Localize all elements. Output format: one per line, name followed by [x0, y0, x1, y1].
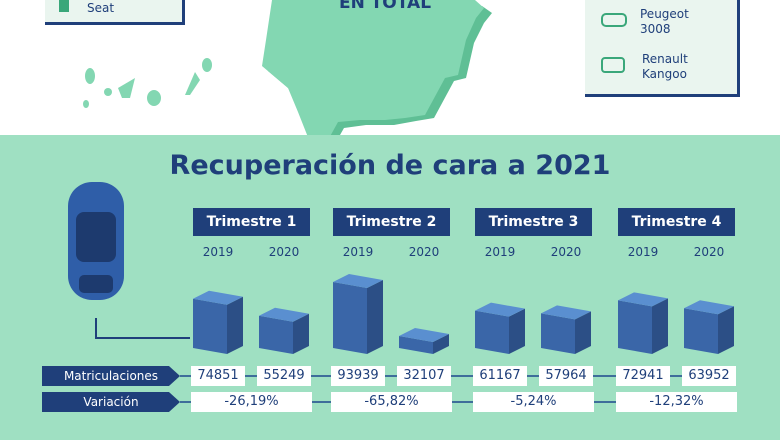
bar-2020-q4 [684, 300, 734, 354]
spain-map: EN TOTAL [83, 0, 492, 135]
registrations-value: 72941 [616, 366, 670, 386]
year-label: 2020 [268, 245, 300, 259]
registrations-value: 32107 [397, 366, 451, 386]
bar-2020-q1 [259, 307, 309, 354]
year-label: 2020 [408, 245, 440, 259]
row-connector [180, 375, 735, 377]
car-icon [601, 13, 627, 27]
bar-2019-q2 [333, 274, 383, 354]
registrations-value: 61167 [473, 366, 527, 386]
row-connector [180, 401, 735, 403]
variation-value: -5,24% [473, 392, 594, 412]
quarter-label-2: Trimestre 2 [333, 208, 450, 236]
registrations-value: 74851 [191, 366, 245, 386]
registrations-label: Matriculaciones [42, 366, 180, 386]
registrations-value: 55249 [257, 366, 311, 386]
year-label: 2020 [693, 245, 725, 259]
canary-islands [83, 58, 212, 108]
chart-title: Recuperación de cara a 2021 [169, 150, 611, 181]
bar-2020-q2 [399, 327, 449, 354]
variation-value: -26,19% [191, 392, 312, 412]
year-label: 2019 [202, 245, 234, 259]
brand-card-right: Peugeot 3008 Renault Kangoo [585, 0, 740, 97]
seat-icon [59, 0, 69, 12]
brand-renault: Renault Kangoo [642, 52, 688, 81]
bar-2019-q4 [618, 292, 668, 354]
car-illustration [68, 182, 190, 339]
variation-value: -65,82% [331, 392, 452, 412]
map-total-text: EN TOTAL [339, 0, 431, 13]
mainland-map [262, 0, 484, 135]
bar-2019-q1 [193, 290, 243, 354]
quarter-label-1: Trimestre 1 [193, 208, 310, 236]
year-label: 2020 [550, 245, 582, 259]
brand-seat: Seat [87, 1, 115, 15]
bar-2019-q3 [475, 302, 525, 354]
chart-panel [0, 135, 780, 440]
registrations-value: 93939 [331, 366, 385, 386]
year-label: 2019 [342, 245, 374, 259]
quarter-label-4: Trimestre 4 [618, 208, 735, 236]
variation-value: -12,32% [616, 392, 737, 412]
bar-2020-q3 [541, 305, 591, 354]
brand-card-left: Seat [45, 0, 185, 25]
registrations-value: 63952 [682, 366, 736, 386]
van-icon [601, 57, 625, 73]
quarter-label-3: Trimestre 3 [475, 208, 592, 236]
brand-peugeot: Peugeot 3008 [640, 7, 689, 36]
year-label: 2019 [627, 245, 659, 259]
variation-label: Variación [42, 392, 180, 412]
year-label: 2019 [484, 245, 516, 259]
registrations-value: 57964 [539, 366, 593, 386]
